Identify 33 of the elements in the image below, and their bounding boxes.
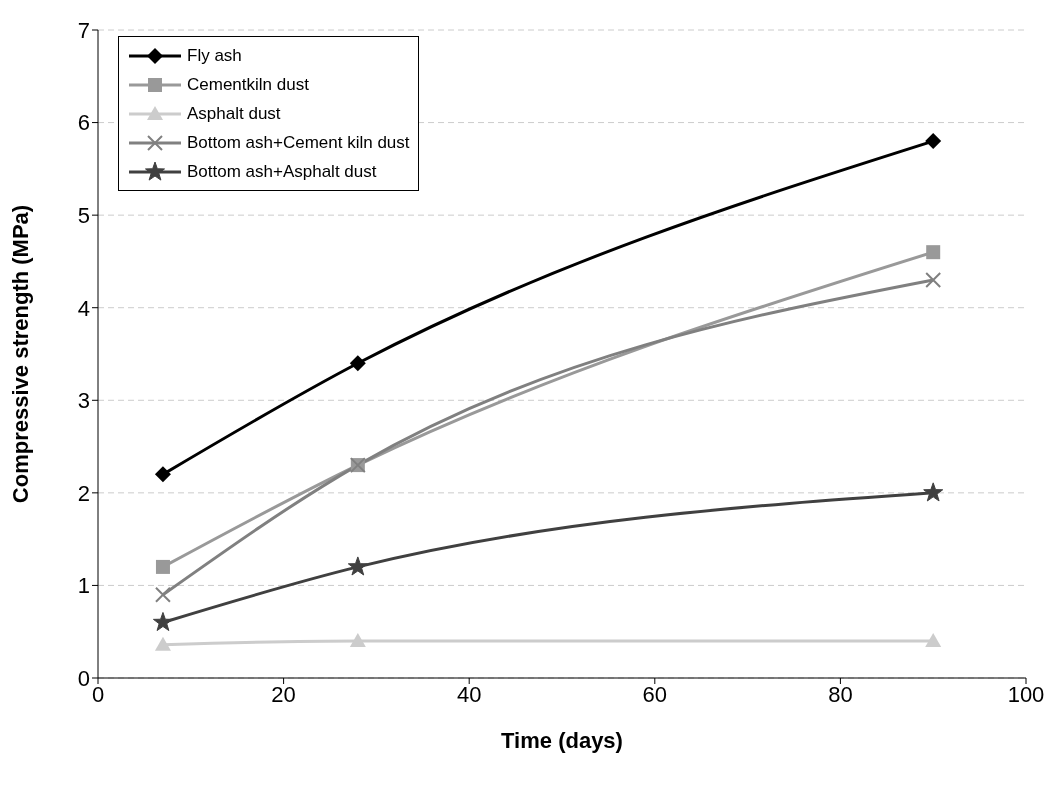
x-tick-label: 20 [271, 681, 296, 707]
point [925, 632, 942, 647]
y-tick-label: 4 [77, 295, 90, 321]
point [154, 586, 171, 603]
legend-label: Asphalt dust [187, 103, 281, 124]
legend-label: Bottom ash+Cement kiln dust [187, 132, 410, 153]
y-tick-label: 0 [77, 665, 90, 691]
y-tick-label: 6 [77, 110, 90, 136]
point [154, 466, 171, 483]
legend-label: Cementkiln dust [187, 74, 309, 95]
legend-label: Fly ash [187, 45, 242, 66]
point [925, 271, 942, 288]
x-tick-label: 100 [1007, 681, 1045, 707]
y-tick-label: 5 [77, 202, 90, 228]
point [347, 556, 368, 576]
point [155, 559, 170, 574]
x-tick-label: 80 [828, 681, 853, 707]
y-tick-label: 7 [77, 17, 90, 43]
point [926, 245, 941, 260]
point [925, 133, 942, 150]
y-tick-label: 1 [77, 573, 90, 599]
x-tick-label: 60 [642, 681, 668, 707]
point [154, 636, 171, 651]
x-tick-label: 40 [456, 681, 482, 707]
point [349, 355, 366, 372]
point [349, 632, 366, 647]
y-axis-title: Compressive strength (MPa) [7, 204, 33, 504]
x-axis-title: Time (days) [501, 728, 623, 753]
y-tick-label: 3 [77, 388, 90, 414]
point [923, 482, 944, 502]
legend-label: Bottom ash+Asphalt dust [187, 161, 377, 182]
point [152, 611, 173, 632]
y-tick-label: 2 [77, 480, 90, 506]
